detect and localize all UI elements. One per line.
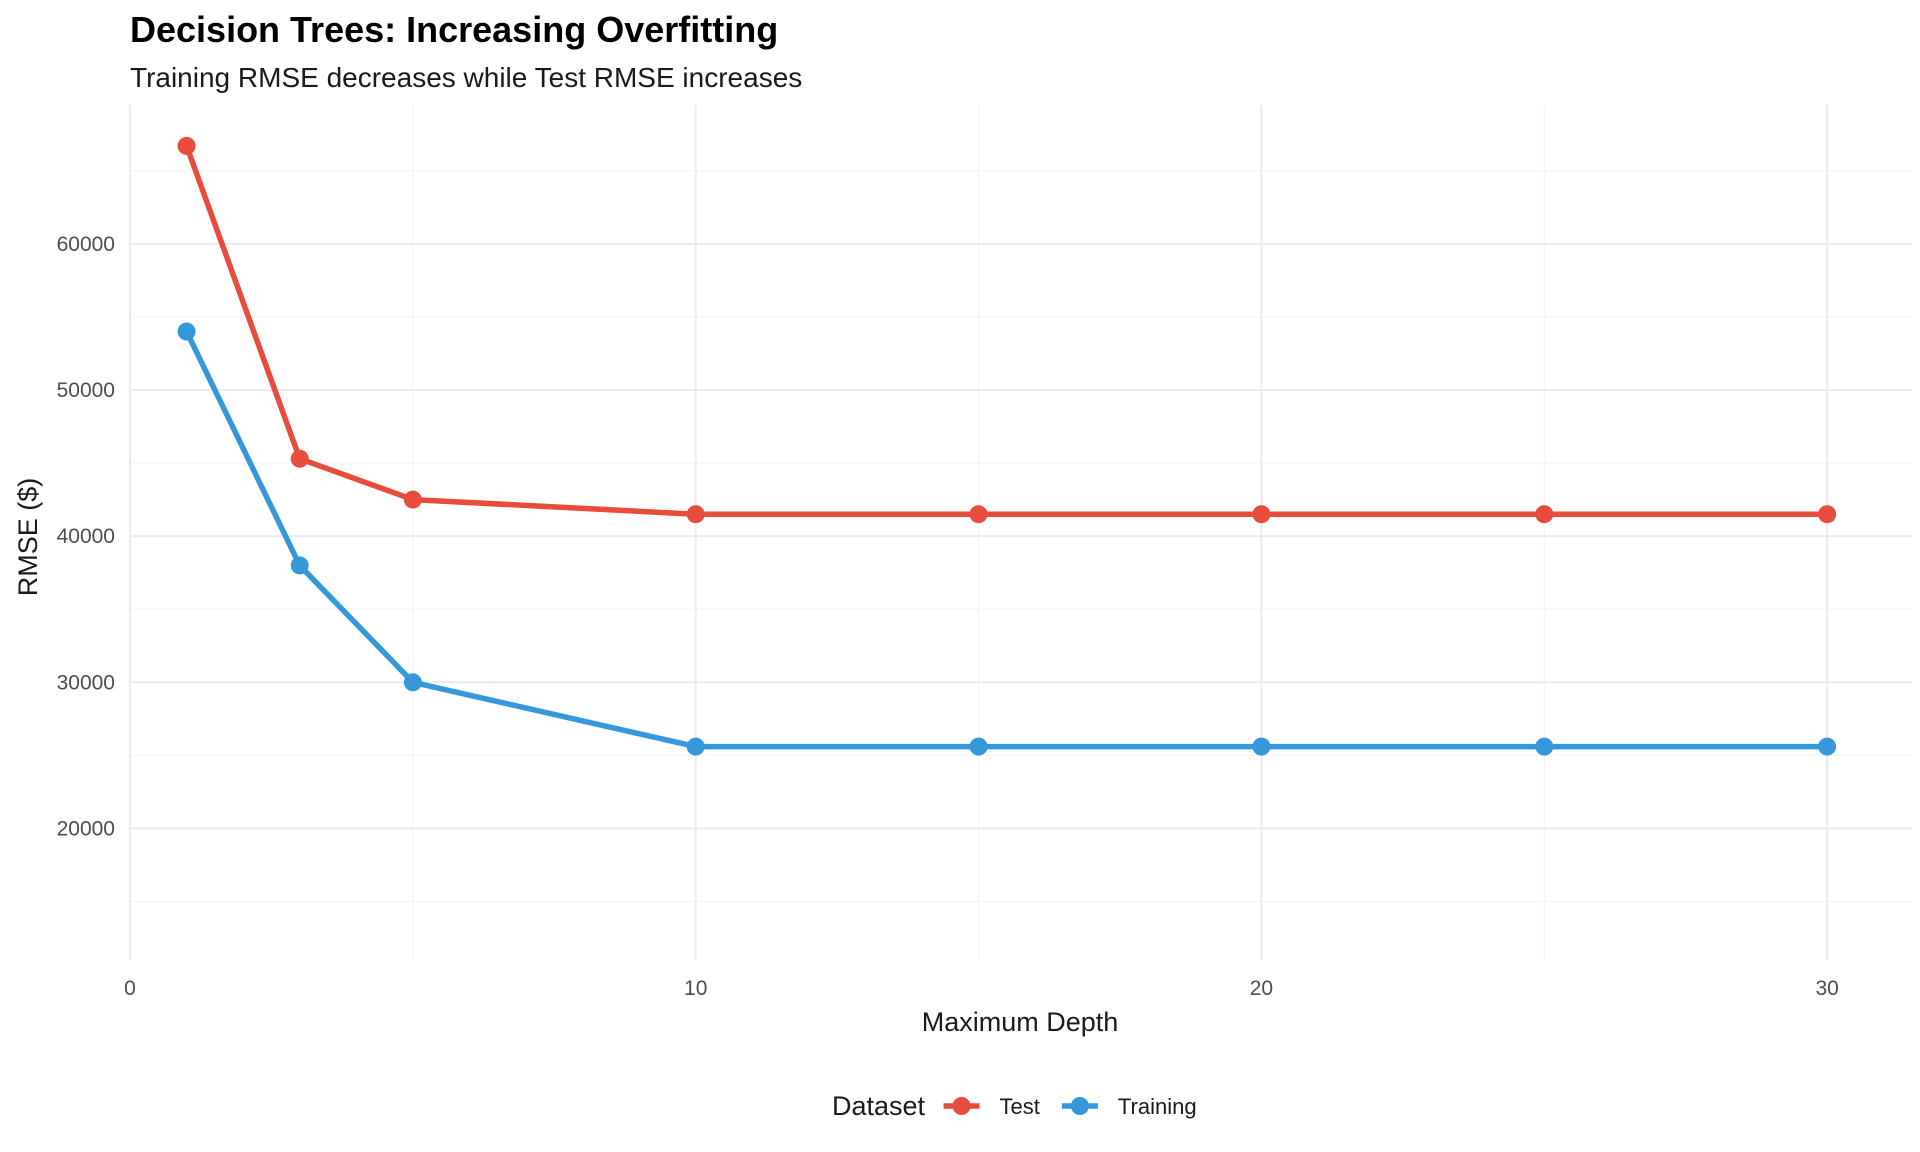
x-tick-label: 0 <box>124 977 136 1000</box>
legend-title: Dataset <box>832 1091 926 1121</box>
data-point-training <box>177 322 196 341</box>
y-tick-label: 60000 <box>57 233 115 256</box>
data-point-test <box>1252 505 1271 524</box>
series-line-training <box>183 328 1830 750</box>
data-point-test <box>1818 505 1837 524</box>
data-point-training <box>1252 737 1271 756</box>
legend-item-test: Test <box>943 1094 1040 1119</box>
y-tick-label: 20000 <box>57 817 115 840</box>
data-point-test <box>969 505 988 524</box>
data-point-training <box>1818 737 1837 756</box>
legend-label: Training <box>1118 1094 1197 1119</box>
data-point-training <box>969 737 988 756</box>
data-point-training <box>403 673 422 692</box>
legend-key-point <box>952 1097 971 1115</box>
x-axis-title: Maximum Depth <box>922 1007 1119 1037</box>
legend-key-point <box>1070 1097 1089 1115</box>
data-point-test <box>1535 505 1554 524</box>
x-tick-label: 10 <box>684 977 707 1000</box>
series-line-test <box>183 143 1830 517</box>
data-point-training <box>1535 737 1554 756</box>
x-tick-label: 30 <box>1815 977 1838 1000</box>
data-point-test <box>403 490 422 509</box>
y-axis-title: RMSE ($) <box>13 478 43 597</box>
y-tick-label: 40000 <box>57 525 115 548</box>
x-tick-label: 20 <box>1250 977 1273 1000</box>
data-point-training <box>290 556 309 575</box>
chart-title: Decision Trees: Increasing Overfitting <box>130 9 778 50</box>
data-point-test <box>290 449 309 468</box>
x-axis-ticks: 0 10 20 30 <box>124 977 1839 1000</box>
y-tick-label: 50000 <box>57 379 115 402</box>
grid <box>129 105 1912 960</box>
legend-item-training: Training <box>1061 1094 1197 1119</box>
series-test <box>177 136 1837 524</box>
y-tick-label: 30000 <box>57 671 115 694</box>
series-training <box>177 322 1837 756</box>
chart-subtitle: Training RMSE decreases while Test RMSE … <box>130 62 802 93</box>
y-axis-ticks: 20000 30000 40000 50000 60000 <box>57 233 115 841</box>
legend: Dataset Test Training <box>832 1091 1197 1121</box>
legend-label: Test <box>1000 1094 1040 1119</box>
plot-series <box>177 136 1837 756</box>
data-point-test <box>177 136 196 155</box>
data-point-test <box>686 505 705 524</box>
data-point-training <box>686 737 705 756</box>
